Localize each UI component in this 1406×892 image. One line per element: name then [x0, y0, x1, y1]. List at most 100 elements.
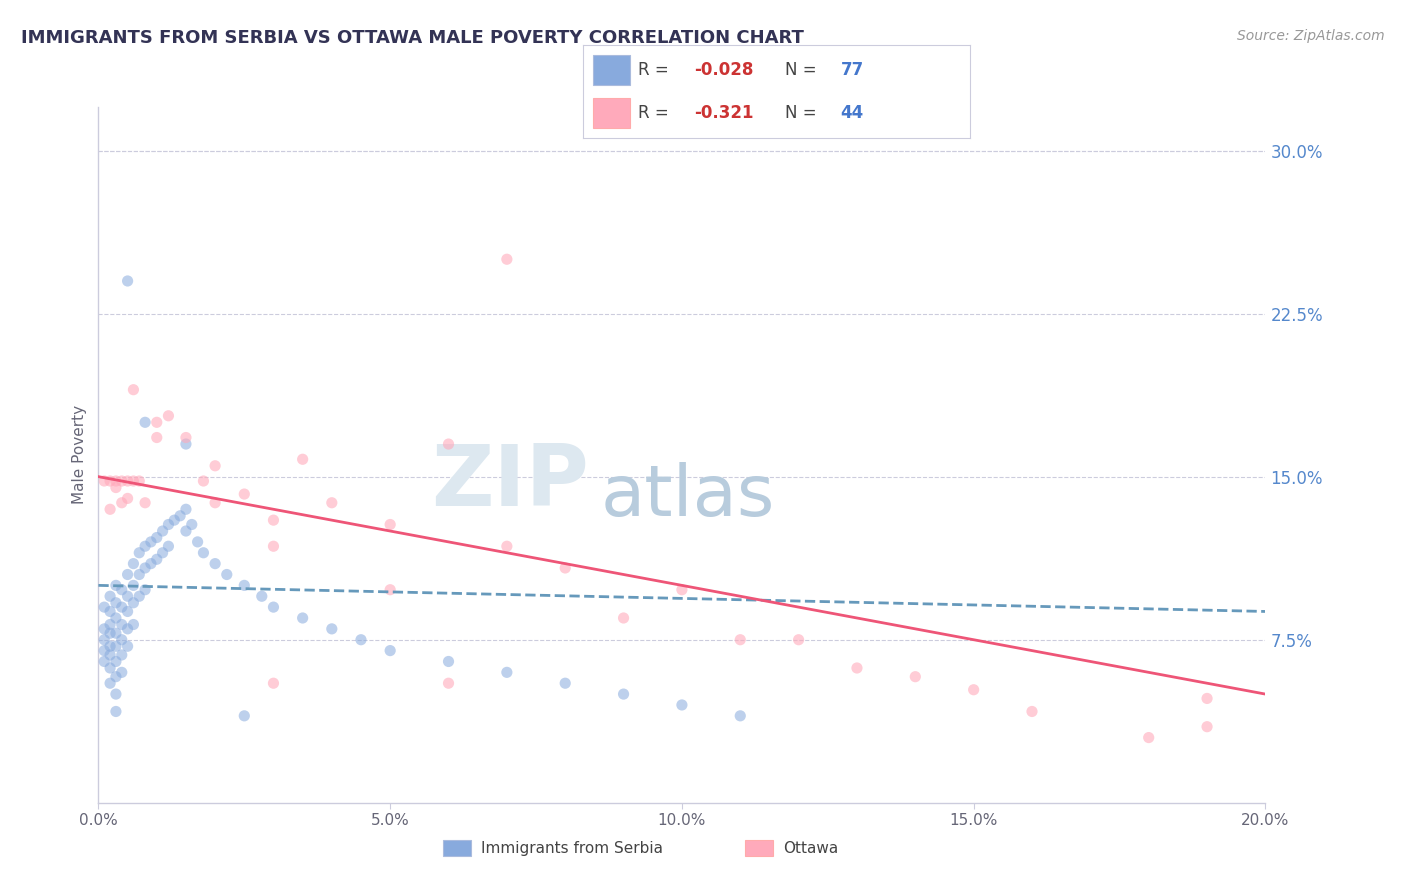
Point — [104, 639, 127, 653]
Point — [146, 552, 169, 566]
Point — [104, 611, 127, 625]
Point — [139, 535, 162, 549]
Point — [117, 622, 139, 636]
Bar — [443, 840, 471, 856]
Point — [495, 252, 517, 267]
Point — [146, 431, 169, 445]
Point — [117, 639, 139, 653]
Point — [193, 546, 215, 560]
Text: N =: N = — [785, 61, 821, 78]
Point — [104, 655, 127, 669]
Text: -0.321: -0.321 — [693, 104, 754, 122]
Point — [104, 481, 127, 495]
Point — [157, 517, 180, 532]
Point — [233, 708, 256, 723]
Point — [174, 431, 197, 445]
Point — [250, 589, 273, 603]
Point — [437, 437, 460, 451]
Text: ZIP: ZIP — [430, 442, 589, 524]
Point — [233, 487, 256, 501]
Point — [146, 531, 169, 545]
Point — [612, 611, 634, 625]
Point — [204, 458, 226, 473]
Point — [378, 582, 402, 597]
Point — [122, 383, 145, 397]
Point — [93, 632, 115, 647]
Point — [98, 661, 121, 675]
Point — [117, 474, 139, 488]
Point — [262, 513, 284, 527]
Point — [117, 605, 139, 619]
Point — [291, 452, 314, 467]
Point — [378, 517, 402, 532]
Point — [437, 655, 460, 669]
Point — [1195, 720, 1218, 734]
Point — [98, 648, 121, 662]
Text: Ottawa: Ottawa — [783, 841, 838, 855]
Point — [962, 682, 984, 697]
Point — [215, 567, 238, 582]
Point — [93, 655, 115, 669]
Point — [93, 600, 115, 615]
Point — [1021, 705, 1043, 719]
Text: R =: R = — [638, 61, 673, 78]
Point — [98, 474, 121, 488]
Text: Source: ZipAtlas.com: Source: ZipAtlas.com — [1237, 29, 1385, 43]
Point — [104, 687, 127, 701]
Point — [98, 617, 121, 632]
Point — [262, 676, 284, 690]
Point — [111, 617, 134, 632]
Bar — [593, 55, 630, 85]
Point — [128, 474, 150, 488]
Point — [117, 567, 139, 582]
Point — [204, 557, 226, 571]
Point — [134, 496, 156, 510]
Point — [98, 589, 121, 603]
Point — [378, 643, 402, 657]
Point — [104, 578, 127, 592]
Point — [163, 513, 186, 527]
Point — [111, 665, 134, 680]
Point — [104, 705, 127, 719]
Point — [187, 535, 209, 549]
Text: 77: 77 — [841, 61, 863, 78]
Point — [262, 600, 284, 615]
Point — [134, 415, 156, 429]
Text: 44: 44 — [841, 104, 863, 122]
Point — [157, 539, 180, 553]
Point — [134, 561, 156, 575]
Bar — [593, 98, 630, 128]
Point — [122, 578, 145, 592]
Point — [1195, 691, 1218, 706]
Point — [122, 617, 145, 632]
Point — [204, 496, 226, 510]
Point — [98, 676, 121, 690]
Point — [193, 474, 215, 488]
Point — [111, 474, 134, 488]
Point — [845, 661, 868, 675]
Point — [93, 474, 115, 488]
Point — [904, 670, 927, 684]
Point — [111, 632, 134, 647]
Point — [98, 639, 121, 653]
Point — [128, 546, 150, 560]
Point — [139, 557, 162, 571]
Point — [104, 670, 127, 684]
Point — [262, 539, 284, 553]
Point — [93, 622, 115, 636]
Point — [787, 632, 810, 647]
Point — [98, 626, 121, 640]
Point — [321, 622, 343, 636]
Point — [128, 589, 150, 603]
Point — [437, 676, 460, 690]
Point — [122, 596, 145, 610]
Point — [612, 687, 634, 701]
Point — [98, 605, 121, 619]
Point — [117, 491, 139, 506]
Point — [117, 274, 139, 288]
Point — [122, 557, 145, 571]
Point — [134, 582, 156, 597]
Point — [291, 611, 314, 625]
Point — [104, 474, 127, 488]
Point — [728, 708, 751, 723]
